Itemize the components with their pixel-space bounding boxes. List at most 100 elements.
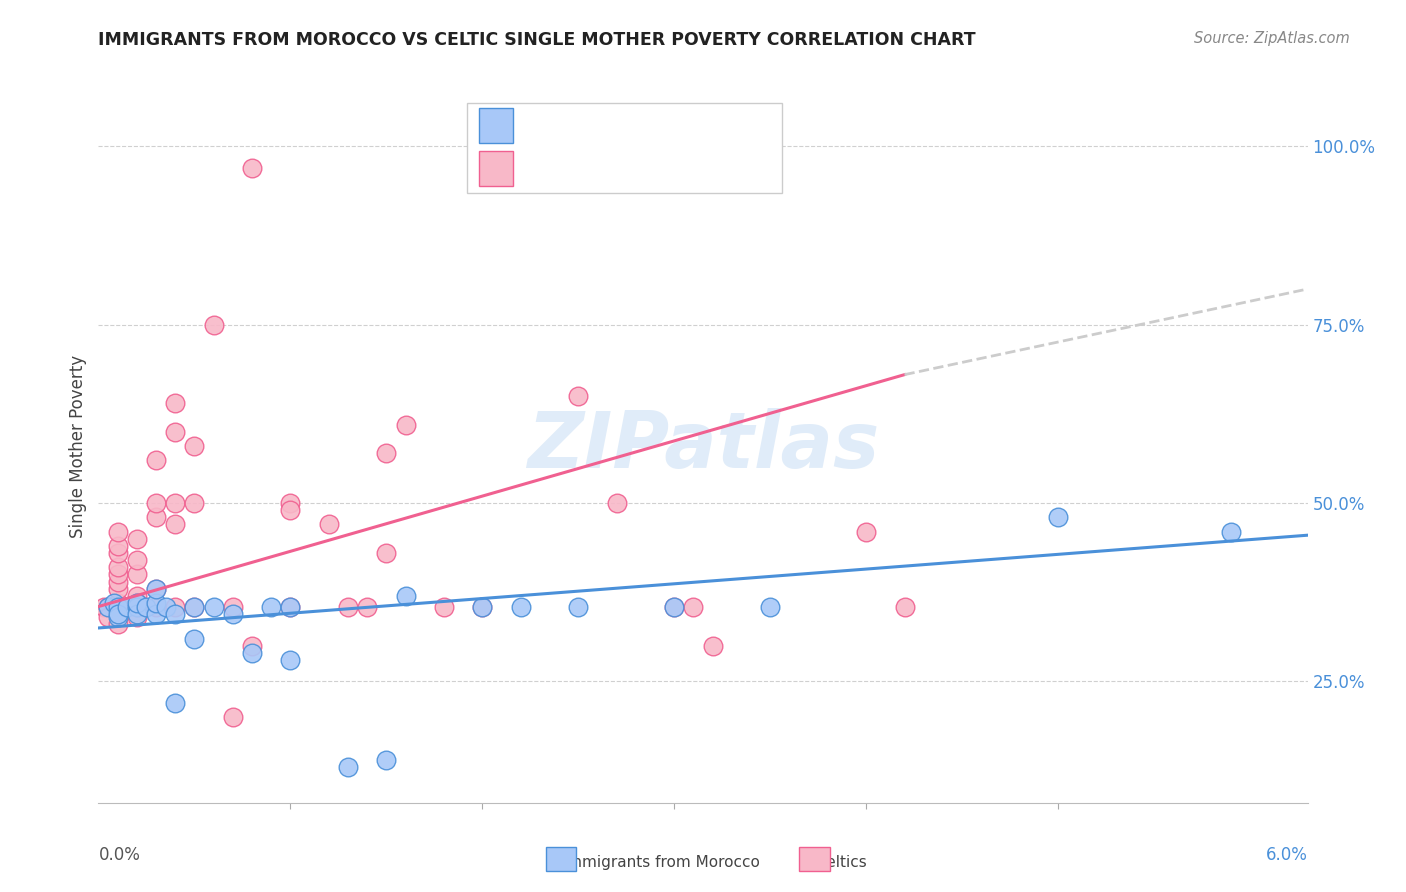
Point [394,589,416,603]
Point [107,524,129,539]
Point [280,503,302,517]
Point [125,553,148,567]
Point [125,589,148,603]
Point [855,524,877,539]
Text: 0.0%: 0.0% [98,846,141,863]
Point [145,582,167,596]
Point [107,546,129,560]
Point [509,599,531,614]
Point [183,632,205,646]
Point [135,599,157,614]
Point [394,417,416,432]
Point [664,599,686,614]
Point [97,610,120,624]
Point [567,389,589,403]
Point [222,710,245,724]
Point [165,496,187,510]
Point [183,496,205,510]
Text: Source: ZipAtlas.com: Source: ZipAtlas.com [1194,31,1350,46]
Point [222,599,245,614]
Point [240,646,263,660]
Point [107,567,129,582]
Point [433,599,456,614]
Point [567,599,589,614]
Point [375,753,398,767]
Point [280,599,302,614]
Point [125,596,148,610]
Point [606,496,628,510]
Point [145,496,167,510]
Point [165,599,187,614]
Point [183,599,205,614]
Text: R = 0.402: R = 0.402 [526,157,616,175]
Point [125,599,148,614]
Point [125,596,148,610]
Point [240,639,263,653]
Point [222,607,245,621]
Point [375,446,398,460]
Point [107,610,129,624]
Point [183,599,205,614]
Text: Celtics: Celtics [801,855,868,870]
FancyBboxPatch shape [479,109,513,143]
Point [125,567,148,582]
Text: N = 56: N = 56 [640,157,703,175]
Point [280,496,302,510]
Point [145,596,167,610]
Point [107,599,129,614]
Text: R = 0.250: R = 0.250 [526,112,616,130]
Point [624,161,647,175]
Point [125,607,148,621]
Point [107,607,129,621]
Point [165,396,187,410]
Point [682,599,704,614]
Point [336,599,359,614]
Point [97,599,120,614]
Point [115,599,138,614]
Point [165,607,187,621]
Point [375,546,398,560]
Point [165,517,187,532]
Point [97,599,120,614]
Text: ZIPatlas: ZIPatlas [527,408,879,484]
Point [759,599,782,614]
Text: 6.0%: 6.0% [1265,846,1308,863]
Point [240,161,263,175]
Point [107,560,129,574]
Point [145,599,167,614]
Point [125,599,148,614]
Point [318,517,340,532]
Y-axis label: Single Mother Poverty: Single Mother Poverty [69,354,87,538]
Point [280,653,302,667]
Point [165,696,187,710]
Text: IMMIGRANTS FROM MOROCCO VS CELTIC SINGLE MOTHER POVERTY CORRELATION CHART: IMMIGRANTS FROM MOROCCO VS CELTIC SINGLE… [98,31,976,49]
Point [107,574,129,589]
Point [471,599,494,614]
Point [125,532,148,546]
Point [145,582,167,596]
Point [260,599,283,614]
FancyBboxPatch shape [467,103,782,193]
Point [145,453,167,467]
Point [107,596,129,610]
Text: Immigrants from Morocco: Immigrants from Morocco [548,855,761,870]
Point [336,760,359,774]
Text: N = 28: N = 28 [640,112,703,130]
Point [103,596,125,610]
Point [202,599,225,614]
Point [183,439,205,453]
Point [145,510,167,524]
Point [893,599,915,614]
Point [280,599,302,614]
Point [702,639,724,653]
Point [155,599,177,614]
Point [107,539,129,553]
Point [107,599,129,614]
Point [125,610,148,624]
Point [471,599,494,614]
Point [1219,524,1241,539]
Point [93,599,115,614]
Point [1047,510,1070,524]
Point [107,582,129,596]
Point [202,318,225,332]
